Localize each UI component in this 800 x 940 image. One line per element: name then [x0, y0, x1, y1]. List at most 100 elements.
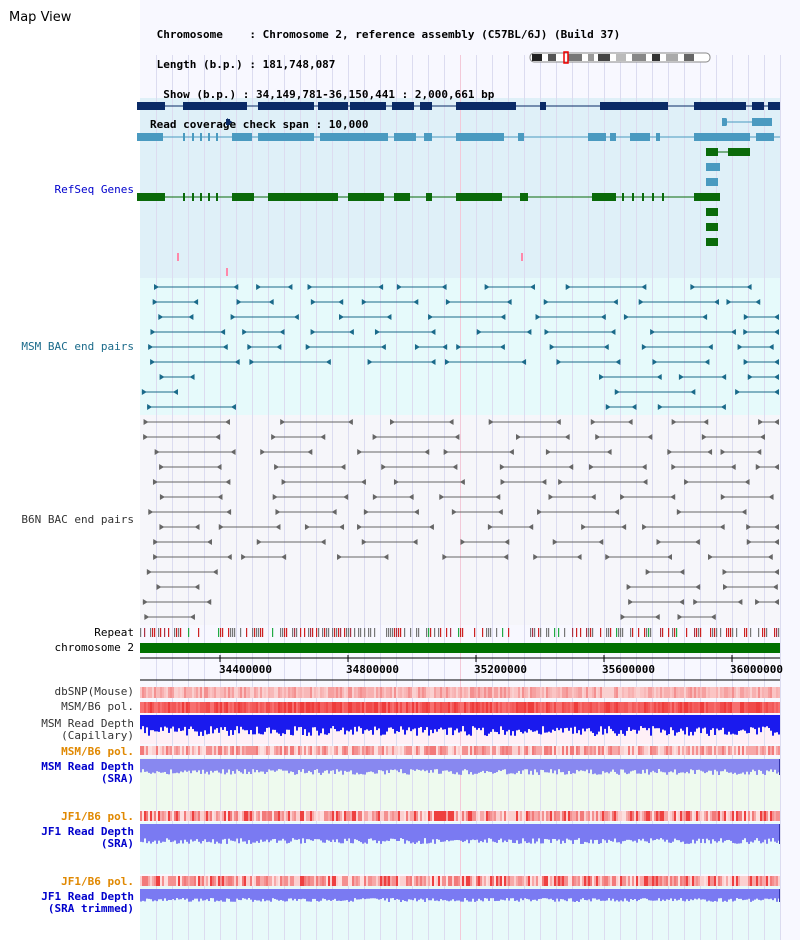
polymorphism-cell: [386, 702, 388, 713]
polymorphism-cell: [500, 746, 502, 755]
read-depth-bar: [550, 715, 552, 733]
read-depth-bar: [222, 759, 224, 770]
read-depth-bar: [562, 889, 564, 900]
polymorphism-cell: [412, 687, 414, 698]
polymorphism-cell: [202, 876, 204, 886]
read-depth-bar: [666, 759, 668, 775]
polymorphism-cell: [522, 811, 524, 821]
polymorphism-cell: [496, 687, 498, 698]
read-depth-bar: [602, 759, 604, 772]
polymorphism-cell: [340, 811, 342, 821]
read-depth-bar: [408, 715, 410, 728]
polymorphism-cell: [606, 811, 608, 821]
polymorphism-cell: [536, 687, 538, 698]
read-depth-bar: [632, 824, 634, 842]
polymorphism-cell: [250, 876, 252, 886]
polymorphism-cell: [514, 876, 516, 886]
polymorphism-cell: [318, 811, 320, 821]
polymorphism-cell: [238, 702, 240, 713]
polymorphism-cell: [226, 687, 228, 698]
polymorphism-cell: [528, 876, 530, 886]
read-depth-bar: [236, 889, 238, 899]
read-depth-bar: [352, 759, 354, 775]
read-depth-bar: [412, 889, 414, 901]
gene-exon: [694, 193, 720, 201]
read-depth-bar: [656, 715, 658, 729]
read-depth-bar: [548, 759, 550, 773]
read-depth-bar: [320, 715, 322, 734]
polymorphism-cell: [464, 702, 466, 713]
read-depth-bar: [626, 824, 628, 840]
read-depth-bar: [314, 889, 316, 899]
polymorphism-cell: [380, 746, 382, 755]
polymorphism-cell: [288, 687, 290, 698]
polymorphism-cell: [394, 746, 396, 755]
gene-exon: [208, 133, 210, 141]
read-depth-bar: [274, 759, 276, 772]
polymorphism-cell: [200, 746, 202, 755]
repeat-block: [428, 628, 430, 637]
read-depth-bar: [314, 759, 316, 770]
read-depth-bar: [634, 824, 636, 841]
polymorphism-cell: [572, 687, 574, 698]
polymorphism-cell: [354, 746, 356, 755]
polymorphism-cell: [454, 687, 456, 698]
read-depth-bar: [382, 715, 384, 735]
polymorphism-cell: [226, 876, 228, 886]
polymorphism-cell: [308, 687, 310, 698]
read-depth-bar: [388, 824, 390, 841]
read-depth-bar: [162, 715, 164, 731]
bac-end-marker: [746, 524, 752, 530]
read-depth-bar: [674, 824, 676, 839]
read-depth-bar: [624, 759, 626, 773]
polymorphism-cell: [282, 746, 284, 755]
polymorphism-cell: [654, 811, 656, 821]
read-depth-bar: [362, 889, 364, 899]
read-depth-bar: [360, 715, 362, 729]
polymorphism-cell: [600, 687, 602, 698]
read-depth-bar: [640, 889, 642, 899]
polymorphism-cell: [316, 687, 318, 698]
polymorphism-cell: [224, 811, 226, 821]
read-depth-bar: [152, 759, 154, 773]
read-depth-bar: [730, 759, 732, 773]
read-depth-bar: [184, 889, 186, 900]
polymorphism-cell: [422, 746, 424, 755]
read-depth-bar: [264, 715, 266, 732]
read-depth-bar: [548, 824, 550, 840]
polymorphism-cell: [426, 811, 428, 821]
read-depth-bar: [758, 824, 760, 841]
polymorphism-cell: [180, 687, 182, 698]
read-depth-bar: [732, 715, 734, 734]
read-depth-bar: [380, 759, 382, 771]
polymorphism-cell: [652, 811, 654, 821]
read-depth-bar: [322, 824, 324, 843]
polymorphism-cell: [370, 876, 372, 886]
bac-end-marker: [307, 284, 313, 290]
read-depth-bar: [328, 759, 330, 774]
bac-end-marker: [545, 449, 551, 455]
read-depth-bar: [462, 889, 464, 902]
read-depth-bar: [588, 715, 590, 729]
bac-end-marker: [568, 464, 574, 470]
polymorphism-cell: [154, 876, 156, 886]
read-depth-bar: [312, 889, 314, 899]
bac-end-marker: [412, 539, 418, 545]
read-depth-bar: [758, 759, 760, 770]
bac-end-marker: [693, 599, 699, 605]
polymorphism-cell: [602, 876, 604, 886]
gene-exon: [426, 193, 432, 201]
read-depth-bar: [486, 759, 488, 772]
read-depth-bar: [762, 715, 764, 727]
bac-end-marker: [443, 449, 449, 455]
read-depth-bar: [392, 824, 394, 839]
polymorphism-cell: [210, 876, 212, 886]
read-depth-bar: [756, 824, 758, 839]
read-depth-bar: [226, 824, 228, 844]
polymorphism-cell: [568, 687, 570, 698]
polymorphism-cell: [442, 702, 444, 713]
read-depth-bar: [360, 889, 362, 900]
read-depth-bar: [754, 715, 756, 730]
read-depth-bar: [140, 715, 142, 730]
